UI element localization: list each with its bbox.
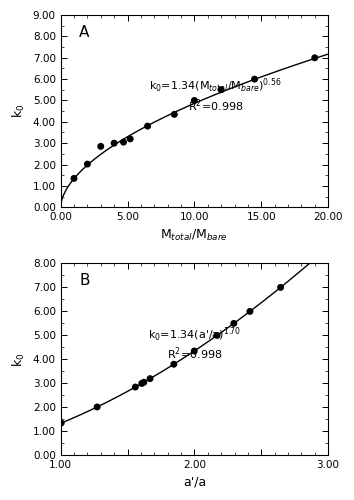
X-axis label: M$_{total}$/M$_{bare}$: M$_{total}$/M$_{bare}$ [160,228,228,242]
Point [278,284,284,292]
Point [247,308,253,316]
Point [127,135,133,143]
Point [139,380,144,388]
Text: B: B [79,273,90,288]
Text: k$_{0}$=1.34(a'/a)$^{1.70}$: k$_{0}$=1.34(a'/a)$^{1.70}$ [148,326,241,344]
Point [58,419,64,427]
Text: k$_{0}$=1.34(M$_{total}$/M$_{bare}$)$^{0.56}$: k$_{0}$=1.34(M$_{total}$/M$_{bare}$)$^{0… [149,77,282,96]
Text: R$^{2}$=0.998: R$^{2}$=0.998 [167,346,222,362]
Point [132,383,138,391]
Point [218,86,224,94]
Point [111,139,117,147]
Point [94,403,100,411]
X-axis label: a'/a: a'/a [183,476,206,489]
Text: R$^{2}$=0.998: R$^{2}$=0.998 [188,97,244,114]
Y-axis label: k$_{0}$: k$_{0}$ [11,352,27,366]
Point [145,122,150,130]
Point [141,378,147,386]
Point [85,160,90,168]
Point [171,110,177,118]
Point [98,142,104,150]
Point [71,174,77,182]
Point [312,54,318,62]
Point [252,75,257,83]
Point [121,138,126,146]
Point [231,320,236,328]
Point [214,332,220,340]
Point [192,347,197,355]
Y-axis label: k$_{0}$: k$_{0}$ [11,104,27,118]
Point [147,374,153,382]
Point [171,360,177,368]
Point [192,96,197,104]
Text: A: A [79,24,90,40]
